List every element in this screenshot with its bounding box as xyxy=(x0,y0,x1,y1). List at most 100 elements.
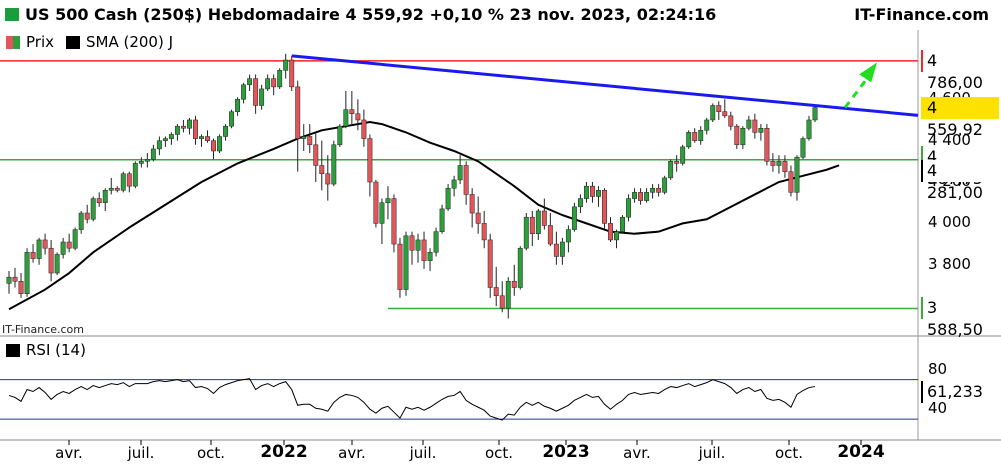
candle-body xyxy=(265,78,271,90)
candle-body xyxy=(295,86,301,139)
price-label-sma: 4 281,00 xyxy=(921,160,999,202)
candle-body xyxy=(325,173,331,185)
candle-body xyxy=(746,119,752,129)
candle-body xyxy=(253,78,259,106)
candle-body xyxy=(583,185,589,199)
price-label-resistance: 4 786,00 xyxy=(921,49,999,92)
candle-body xyxy=(553,243,559,257)
x-tick-label: juil. xyxy=(127,444,155,462)
candle-body xyxy=(156,140,162,150)
rsi-tick-label: 80 xyxy=(928,359,948,378)
candle-body xyxy=(54,254,60,274)
candle-body xyxy=(138,161,144,164)
candle-body xyxy=(223,125,228,137)
candle-body xyxy=(108,187,114,191)
candle-body xyxy=(187,119,192,129)
rsi-legend: RSI (14) xyxy=(0,340,86,360)
rsi-value-label: 61,233 xyxy=(921,380,999,403)
candle-body xyxy=(638,192,644,201)
candle-body xyxy=(722,111,728,117)
candle-body xyxy=(758,127,764,133)
candle-body xyxy=(776,161,782,166)
candle-body xyxy=(307,136,313,146)
candle-body xyxy=(367,138,373,183)
candle-body xyxy=(48,247,54,274)
candle-body xyxy=(620,216,625,232)
candle-body xyxy=(283,59,289,71)
candle-body xyxy=(487,239,493,288)
candle-body xyxy=(235,99,241,112)
candle-body xyxy=(301,136,307,139)
candle-body xyxy=(42,239,48,249)
candle-body xyxy=(193,119,198,139)
candle-body xyxy=(596,190,601,197)
candle-body xyxy=(698,130,704,141)
candle-body xyxy=(686,132,692,148)
candle-body xyxy=(806,119,812,139)
candle-body xyxy=(36,239,42,259)
y-tick-label: 3 800 xyxy=(928,254,971,273)
legend-rsi-label: RSI (14) xyxy=(26,341,86,359)
candle-body xyxy=(96,198,102,203)
candle-body xyxy=(674,161,680,164)
price-legend: Prix SMA (200) J xyxy=(0,31,174,53)
symbol-color-icon xyxy=(5,8,19,21)
candle-body xyxy=(355,113,361,121)
candle-body xyxy=(704,119,710,131)
candle-body xyxy=(120,173,126,191)
trendline xyxy=(291,54,919,117)
candle-body xyxy=(475,212,481,224)
watermark: IT-Finance.com xyxy=(2,323,84,336)
candle-body xyxy=(571,206,577,230)
candle-body xyxy=(614,231,619,241)
candle-body xyxy=(162,138,168,141)
candle-body xyxy=(644,192,650,201)
candle-body xyxy=(72,229,78,249)
candle-body xyxy=(656,187,662,193)
sma-swatch-icon xyxy=(66,35,80,49)
candle-body xyxy=(650,187,656,193)
brand-label: IT-Finance.com xyxy=(854,5,989,24)
candle-body xyxy=(535,210,541,234)
x-tick-label: oct. xyxy=(774,444,804,462)
candle-body xyxy=(523,216,529,249)
candle-body xyxy=(18,281,24,294)
candle-body xyxy=(511,281,517,288)
x-tick-label: avr. xyxy=(55,444,83,462)
candle-body xyxy=(397,243,403,290)
candle-body xyxy=(6,276,12,284)
candle-body xyxy=(391,198,397,245)
candle-body xyxy=(602,190,607,224)
candle-body xyxy=(24,252,30,294)
candle-body xyxy=(493,287,499,297)
candle-body xyxy=(433,231,439,253)
x-tick-label: 2024 xyxy=(837,442,885,462)
candle-body xyxy=(180,125,186,129)
chart-header: US 500 Cash (250$) Hebdomadaire 4 559,92… xyxy=(0,0,1001,30)
price-label-support: 3 588,50 xyxy=(921,297,999,339)
x-tick-label: oct. xyxy=(196,444,226,462)
candle-body xyxy=(259,88,265,106)
candle-body xyxy=(577,198,583,208)
candle-body xyxy=(319,165,325,174)
candle-body xyxy=(505,281,511,309)
candle-body xyxy=(590,185,595,197)
candle-body xyxy=(373,181,379,224)
x-tick-label: juil. xyxy=(698,444,726,462)
candle-body xyxy=(469,194,475,214)
rsi-line xyxy=(8,378,816,421)
candle-body xyxy=(211,140,216,152)
candle-body xyxy=(517,247,523,288)
candle-body xyxy=(247,78,253,86)
chart-title: US 500 Cash (250$) Hebdomadaire 4 559,92… xyxy=(25,5,717,24)
y-tick-label: 4 000 xyxy=(928,213,971,232)
candle-body xyxy=(313,144,319,166)
candle-body xyxy=(764,127,770,162)
candle-body xyxy=(463,165,469,195)
candle-body xyxy=(277,70,283,88)
candle-body xyxy=(692,132,698,141)
candle-body xyxy=(12,276,18,282)
candle-body xyxy=(740,127,746,146)
candle-body xyxy=(547,225,553,245)
candle-body xyxy=(78,212,84,230)
